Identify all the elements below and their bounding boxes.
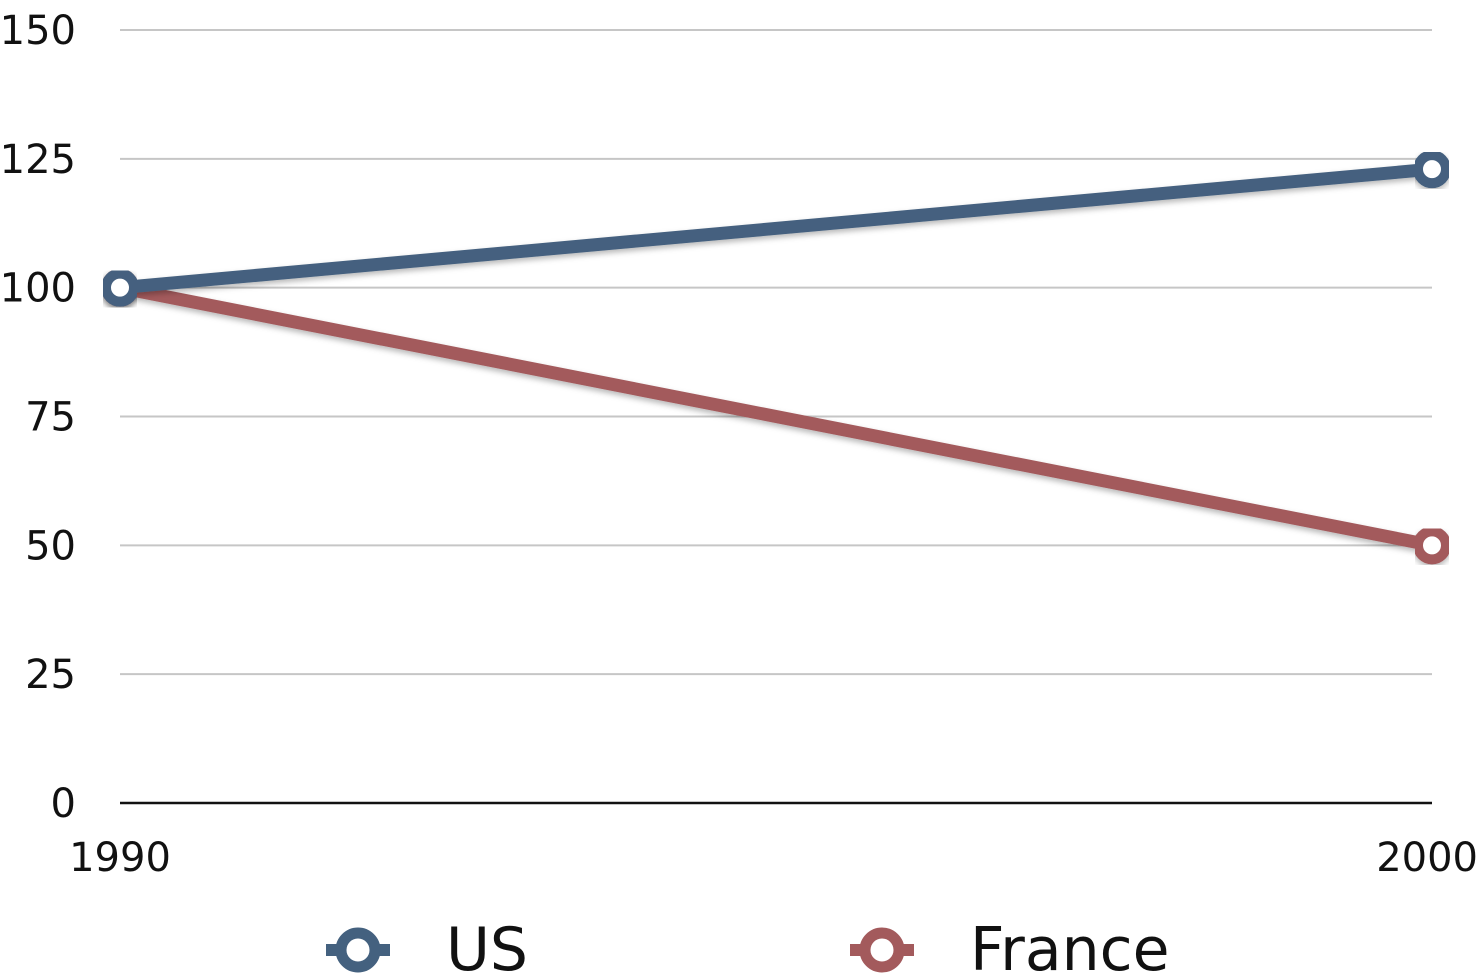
y-tick-label: 25 [25, 652, 76, 698]
legend-marker [859, 927, 905, 973]
legend-label: US [446, 915, 528, 974]
legend-marker [335, 927, 381, 973]
legend-item-us: US [326, 915, 528, 978]
y-tick-label: 150 [0, 8, 76, 54]
x-tick-label: 2000 [1376, 835, 1478, 881]
series-markers [101, 150, 1451, 565]
data-point-france [1413, 526, 1451, 565]
gridlines [120, 29, 1432, 676]
legend: US France [326, 915, 1170, 978]
y-tick-label: 100 [0, 266, 76, 312]
legend-label: France [970, 915, 1170, 974]
y-tick-label: 125 [0, 137, 76, 183]
series-line-us [113, 162, 1439, 295]
y-tick-label: 50 [25, 523, 76, 569]
series-lines [113, 162, 1439, 552]
legend-item-france: France [850, 915, 1170, 978]
y-tick-label: 75 [25, 395, 76, 441]
axes: 0 25 50 75 100 125 150 1990 2000 [0, 8, 1478, 881]
x-tick-label: 1990 [69, 835, 171, 881]
y-tick-label: 0 [51, 781, 76, 827]
series-line-france [113, 281, 1439, 552]
data-point-us [1413, 150, 1451, 189]
data-point-us [101, 268, 139, 307]
